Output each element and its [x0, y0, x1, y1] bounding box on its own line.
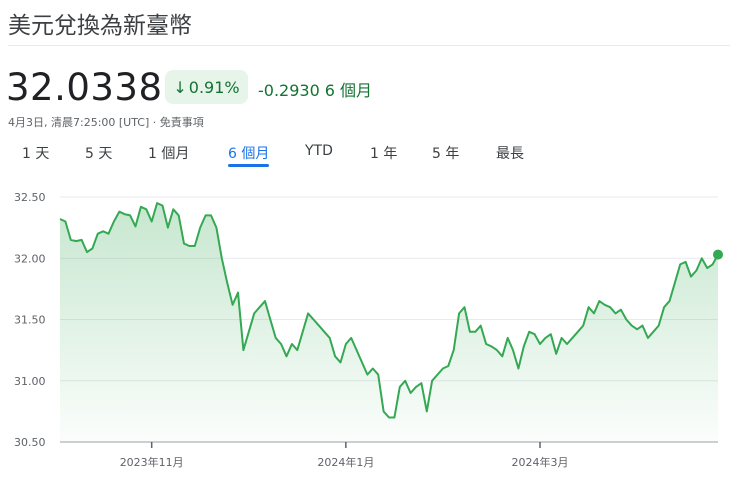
- tab-label: 1 年: [370, 146, 398, 162]
- y-tick-label: 31.50: [14, 314, 46, 327]
- tab-1y[interactable]: 1 年: [370, 143, 397, 163]
- header-divider: [8, 45, 730, 46]
- tab-max[interactable]: 最長: [496, 143, 524, 163]
- tab-label: 5 年: [432, 146, 460, 162]
- y-tick-label: 32.50: [14, 191, 46, 204]
- tab-label: YTD: [305, 143, 333, 159]
- y-tick-label: 32.00: [14, 252, 46, 265]
- tab-5d[interactable]: 5 天: [85, 143, 112, 163]
- price-chart[interactable]: 32.50 32.00 31.50 31.00 30.50 2023年11月 2024年1…: [0, 175, 734, 485]
- arrow-down-icon: ↓: [173, 77, 187, 97]
- current-price: 32.0338: [6, 66, 163, 109]
- active-tab-underline: [228, 164, 270, 167]
- tab-5y[interactable]: 5 年: [432, 143, 459, 163]
- timestamp-disclaimer[interactable]: 4月3日, 清晨7:25:00 [UTC] · 免責事項: [8, 116, 204, 129]
- tab-ytd[interactable]: YTD: [305, 143, 333, 159]
- change-percent-badge: ↓ 0.91%: [165, 70, 248, 104]
- page-title: 美元兌換為新臺幣: [8, 13, 192, 39]
- tab-label: 1 天: [22, 146, 50, 162]
- tab-1d[interactable]: 1 天: [22, 143, 49, 163]
- tab-1m[interactable]: 1 個月: [148, 143, 189, 163]
- y-tick-label: 30.50: [14, 436, 46, 449]
- tab-label: 最長: [496, 146, 524, 162]
- chart-series-line: [59, 202, 719, 419]
- chart-area-fill: [60, 203, 718, 442]
- change-summary: -0.2930 6 個月: [258, 77, 377, 101]
- tab-6m[interactable]: 6 個月: [228, 143, 270, 167]
- tab-label: 5 天: [85, 146, 113, 162]
- x-tick-label: 2023年11月: [120, 455, 184, 469]
- y-tick-label: 31.00: [14, 375, 46, 388]
- latest-point-marker: [713, 249, 723, 260]
- x-tick-label: 2024年3月: [512, 455, 569, 469]
- tab-label: 6 個月: [228, 146, 270, 162]
- change-period: 6 個月: [324, 81, 373, 100]
- tab-label: 1 個月: [148, 146, 190, 162]
- change-value: -0.2930: [258, 81, 320, 100]
- x-tick-label: 2024年1月: [317, 455, 374, 469]
- change-percent: 0.91%: [188, 77, 240, 97]
